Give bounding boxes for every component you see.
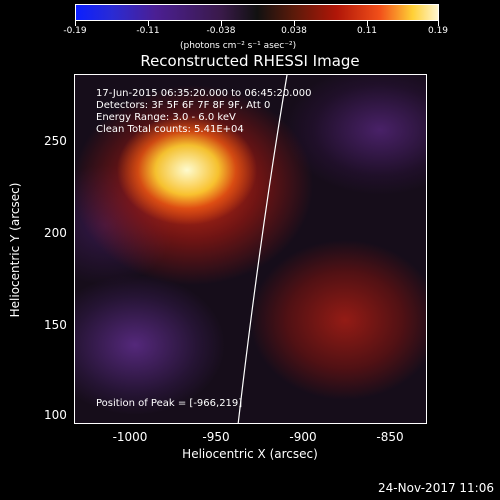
colorbar-tick (221, 21, 222, 26)
colorbar-tick-label: -0.11 (136, 26, 160, 36)
y-tick-label: 200 (44, 226, 67, 240)
y-tick-label: 150 (44, 318, 67, 332)
colorbar-tick (294, 21, 295, 26)
colorbar-tick (438, 21, 439, 26)
rhessi-image: 17-Jun-2015 06:35:20.000 to 06:45:20.000… (74, 74, 427, 424)
colorbar-tick-label: -0.19 (63, 26, 87, 36)
colorbar (75, 4, 439, 21)
colorbar-tick-label: 0.038 (281, 26, 307, 36)
colorbar-units: (photons cm⁻² s⁻¹ asec⁻²) (180, 41, 297, 51)
colorbar-tick-label: 0.19 (427, 26, 449, 36)
info-detectors: Detectors: 3F 5F 6F 7F 8F 9F, Att 0 (96, 100, 271, 111)
colorbar-tick-label: 0.11 (356, 26, 378, 36)
plot-title: Reconstructed RHESSI Image (140, 52, 360, 70)
x-tick-label: -900 (289, 430, 317, 444)
colorbar-tick (148, 21, 149, 26)
y-tick-label: 250 (44, 134, 67, 148)
x-tick-label: -850 (376, 430, 404, 444)
limb-line (237, 75, 288, 423)
y-axis-label: Heliocentric Y (arcsec) (8, 182, 22, 318)
peak-position: Position of Peak = [-966,219] (96, 398, 243, 409)
colorbar-tick-label: -0.038 (206, 26, 236, 36)
x-tick-label: -950 (202, 430, 230, 444)
info-clean-counts: Clean Total counts: 5.41E+04 (96, 124, 244, 135)
x-axis-label: Heliocentric X (arcsec) (182, 447, 318, 461)
info-energy-range: Energy Range: 3.0 - 6.0 keV (96, 112, 236, 123)
x-tick-label: -1000 (112, 430, 148, 444)
generation-date: 24-Nov-2017 11:06 (378, 481, 494, 495)
y-tick-label: 100 (44, 408, 67, 422)
info-time-range: 17-Jun-2015 06:35:20.000 to 06:45:20.000 (96, 88, 312, 99)
colorbar-tick (367, 21, 368, 26)
colorbar-tick (75, 21, 76, 26)
